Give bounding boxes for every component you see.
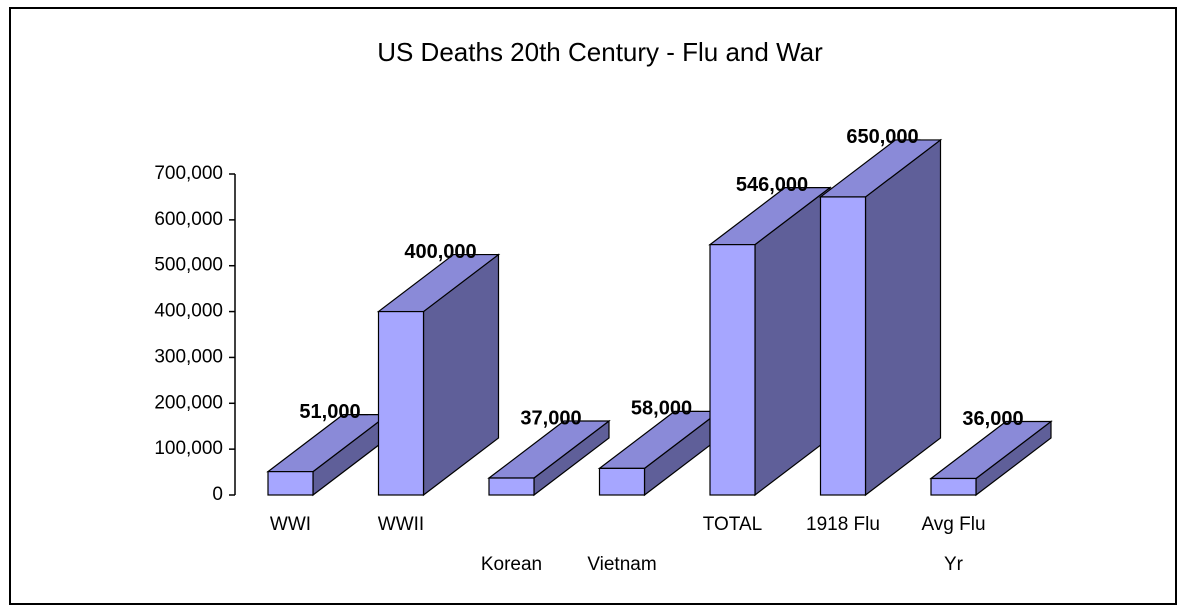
value-label: 546,000 (736, 174, 808, 196)
value-label: 400,000 (404, 241, 476, 263)
bar (930, 477, 977, 496)
x-tick-label: WWII (377, 514, 425, 535)
x-tick-label: Korean (480, 554, 543, 575)
y-tick-label: 500,000 (154, 255, 223, 276)
bar (377, 310, 425, 496)
value-label: 650,000 (846, 126, 918, 148)
y-tick-label: 400,000 (154, 301, 223, 322)
y-tick-label: 100,000 (154, 438, 223, 459)
y-tick-label: 700,000 (154, 163, 223, 184)
bar (598, 467, 646, 496)
value-label: 51,000 (299, 401, 360, 423)
chart-title: US Deaths 20th Century - Flu and War (377, 37, 823, 67)
value-label: 37,000 (520, 407, 581, 429)
y-tick-label: 300,000 (154, 346, 223, 367)
x-tick-label: Vietnam (587, 554, 657, 575)
bar (267, 471, 314, 496)
x-tick-label: TOTAL (702, 514, 763, 535)
x-tick-label: 1918 Flu (806, 514, 880, 535)
value-label: 36,000 (962, 408, 1023, 430)
bar-side (864, 138, 942, 497)
y-tick-label: 0 (212, 484, 223, 505)
bar (709, 244, 756, 496)
bar (488, 477, 535, 496)
x-tick-label: Avg Flu Yr (921, 514, 986, 575)
chart-frame (9, 7, 1177, 605)
y-tick-label: 200,000 (154, 392, 223, 413)
value-label: 58,000 (631, 398, 692, 420)
bar (819, 196, 867, 496)
y-tick-label: 600,000 (154, 209, 223, 230)
x-tick-label: WWI (269, 514, 312, 535)
